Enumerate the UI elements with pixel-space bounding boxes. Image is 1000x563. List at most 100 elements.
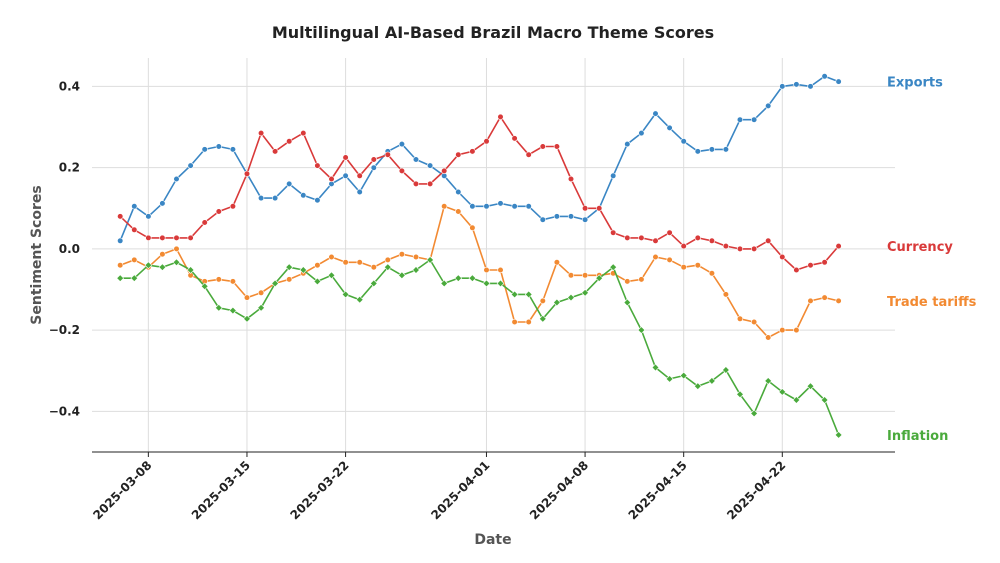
grid [92,58,895,452]
y-tick-label: 0.2 [59,161,80,175]
data-point [567,272,575,279]
y-axis-label: Sentiment Scores [29,185,45,324]
data-point [497,113,504,120]
data-point [624,278,631,285]
data-point [468,274,477,283]
data-point [426,256,434,264]
data-point [483,138,490,145]
data-point [215,276,222,283]
data-point [187,234,194,241]
data-point [314,262,321,269]
data-point [187,162,194,169]
data-point [328,175,335,183]
data-point [638,130,645,137]
data-point [173,245,180,252]
data-point [722,243,730,250]
data-point [779,83,786,90]
x-tick-label: 2025-03-08 [90,458,154,522]
data-point [427,162,434,169]
data-point [793,81,800,88]
data-point [638,234,645,241]
data-point [327,271,336,280]
data-point [158,263,167,272]
data-point [694,262,701,269]
data-point [215,208,222,215]
data-point [652,237,659,244]
data-point [792,396,801,404]
data-point [511,203,518,210]
data-point [300,192,307,199]
data-point [159,234,166,241]
data-point [807,297,814,305]
data-point [610,229,617,236]
data-point [272,195,279,202]
data-point [553,143,561,150]
data-point [412,156,420,163]
data-point [708,146,716,153]
data-point [736,315,744,322]
data-point [398,251,406,258]
data-point [765,334,772,341]
data-point [553,213,561,220]
data-point [708,237,716,244]
data-point [525,203,532,210]
series-label-exports: Exports [887,76,943,91]
data-point [384,256,391,264]
series-label-trade-tariffs: Trade tariffs [887,295,977,310]
data-point [229,203,236,210]
data-point [369,279,378,288]
data-point [637,326,646,334]
data-point [666,256,673,264]
data-point [144,261,153,270]
x-tick-label: 2025-04-01 [428,458,492,522]
data-point [750,116,758,123]
data-point [778,388,787,396]
data-point [398,271,406,280]
data-point [145,213,152,220]
chart-title: Multilingual AI-Based Brazil Macro Theme… [272,23,714,42]
x-axis-label: Date [474,532,511,548]
data-point [511,135,518,142]
series-lines [116,73,843,439]
data-point [807,262,814,269]
series-label-currency: Currency [887,240,953,255]
data-point [595,274,604,283]
data-point [130,274,139,283]
data-point [314,162,321,169]
data-point [538,314,547,323]
data-point [496,279,505,288]
data-point [131,226,138,233]
series-inflation [116,256,843,439]
data-point [342,259,349,266]
data-point [383,263,392,272]
data-point [201,219,208,226]
data-point [440,279,449,288]
data-point [525,151,532,158]
data-point [427,180,434,187]
data-point [341,290,350,299]
data-point [370,156,377,163]
data-point [243,294,251,301]
y-tick-label: 0.4 [59,79,80,93]
data-point [229,146,236,153]
data-point [370,164,377,171]
series-line-trade-tariffs [119,205,839,339]
data-point [483,203,490,210]
data-point [624,141,631,148]
data-point [807,83,814,90]
data-point [665,375,674,383]
data-point [680,264,687,271]
data-point [680,138,687,145]
data-point [201,146,208,153]
data-point [553,259,561,266]
y-tick-label: −0.4 [49,404,80,418]
data-point [342,172,349,179]
data-point [455,208,462,215]
data-point [652,253,659,261]
data-point [750,318,758,326]
data-point [441,167,448,174]
data-point [482,279,491,288]
y-tick-label: 0.0 [59,242,80,256]
data-point [624,234,631,241]
